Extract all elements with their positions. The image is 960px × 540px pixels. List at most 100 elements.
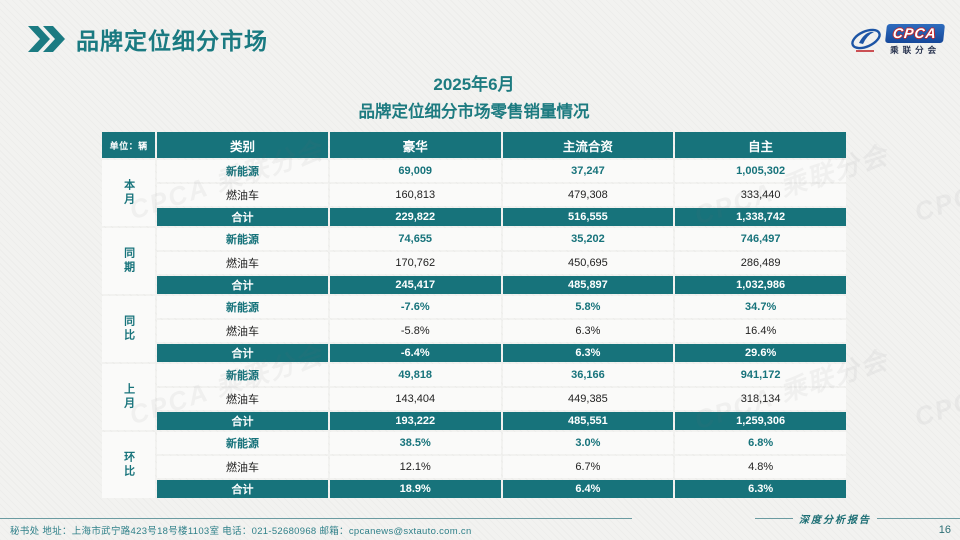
row-label: 新能源 (157, 160, 328, 182)
row-label: 合计 (157, 276, 328, 294)
cell-value: 479,308 (502, 184, 674, 206)
cell-value: 143,404 (329, 388, 501, 410)
row-label: 新能源 (157, 364, 328, 386)
cpca-logo-text: CPCA (885, 24, 945, 43)
cell-value: 229,822 (329, 208, 501, 226)
cell-value: 286,489 (675, 252, 846, 274)
cell-value: 160,813 (329, 184, 501, 206)
header-mainstream-jv: 主流合资 (502, 132, 674, 158)
row-label: 合计 (157, 412, 328, 430)
table-row: 燃油车 143,404 449,385 318,134 (102, 388, 846, 410)
table-row: 本月 新能源 69,009 37,247 1,005,302 (102, 160, 846, 226)
header-domestic: 自主 (675, 132, 846, 158)
cell-value: 6.4% (502, 480, 674, 498)
table-row: 同期 新能源 74,655 35,202 746,497 (102, 228, 846, 294)
row-label: 合计 (157, 344, 328, 362)
row-label: 合计 (157, 208, 328, 226)
table-row: 环比 新能源 38.5% 3.0% 6.8% (102, 432, 846, 498)
cell-value: 485,551 (502, 412, 674, 430)
page-title: 品牌定位细分市场 (76, 28, 268, 54)
table-header-row: 单位：辆 类别 豪华 主流合资 自主 (102, 132, 846, 158)
table-row: 合计 245,417 485,897 1,032,986 (102, 276, 846, 294)
cell-value: 6.7% (502, 456, 674, 478)
cpca-logo-subtext: 乘联分会 (890, 45, 941, 55)
cell-value: -6.4% (329, 344, 501, 362)
cell-value: 6.3% (502, 320, 674, 342)
table-row: 合计 18.9% 6.4% 6.3% (102, 480, 846, 498)
group-label-mom: 环比 (102, 432, 156, 498)
cell-value: 5.8% (502, 296, 674, 318)
cell-value: 245,417 (329, 276, 501, 294)
cell-value: 1,338,742 (675, 208, 846, 226)
row-label: 合计 (157, 480, 328, 498)
cell-value: -7.6% (329, 296, 501, 318)
cpca-logo: CPCA 乘联分会 (849, 24, 945, 56)
cell-value: 941,172 (675, 364, 846, 386)
row-label: 新能源 (157, 432, 328, 454)
cell-value: 69,009 (329, 160, 501, 182)
cell-value: 49,818 (329, 364, 501, 386)
cell-value: 74,655 (329, 228, 501, 250)
cell-value: 1,032,986 (675, 276, 846, 294)
cell-value: 193,222 (329, 412, 501, 430)
cell-value: 36,166 (502, 364, 674, 386)
cell-value: 4.8% (675, 456, 846, 478)
footer-divider (0, 518, 632, 519)
table-row: 燃油车 160,813 479,308 333,440 (102, 184, 846, 206)
cell-value: 746,497 (675, 228, 846, 250)
table-title-line1: 2025年6月 (433, 75, 515, 94)
footer-tag-line-right (877, 518, 960, 519)
cell-value: -5.8% (329, 320, 501, 342)
footer-contact: 秘书处 地址：上海市武宁路423号18号楼1103室 电话：021-526809… (10, 526, 472, 537)
row-label: 燃油车 (157, 388, 328, 410)
cell-value: 29.6% (675, 344, 846, 362)
row-label: 新能源 (157, 228, 328, 250)
double-chevron-icon (28, 26, 65, 52)
footer-report-tag: 深度分析报告 (755, 511, 960, 526)
cell-value: 12.1% (329, 456, 501, 478)
group-label-this-month: 本月 (102, 160, 156, 226)
table-row: 燃油车 -5.8% 6.3% 16.4% (102, 320, 846, 342)
cell-value: 516,555 (502, 208, 674, 226)
cell-value: 1,259,306 (675, 412, 846, 430)
cell-value: 170,762 (329, 252, 501, 274)
table-row: 上月 新能源 49,818 36,166 941,172 (102, 364, 846, 430)
table-row: 合计 -6.4% 6.3% 29.6% (102, 344, 846, 362)
cell-value: 34.7% (675, 296, 846, 318)
cell-value: 485,897 (502, 276, 674, 294)
cell-value: 6.8% (675, 432, 846, 454)
watermark: CPCA 乘联分会 (910, 341, 960, 433)
header-category: 类别 (157, 132, 328, 158)
sales-table: 单位：辆 类别 豪华 主流合资 自主 本月 新能源 69,009 37,247 … (100, 130, 848, 500)
row-label: 新能源 (157, 296, 328, 318)
row-label: 燃油车 (157, 456, 328, 478)
row-label: 燃油车 (157, 184, 328, 206)
sales-table-area: 单位：辆 类别 豪华 主流合资 自主 本月 新能源 69,009 37,247 … (100, 130, 848, 500)
cpca-swoosh-icon (851, 28, 882, 52)
group-label-same-period: 同期 (102, 228, 156, 294)
cell-value: 38.5% (329, 432, 501, 454)
cell-value: 333,440 (675, 184, 846, 206)
cell-value: 37,247 (502, 160, 674, 182)
footer-tag-line-left (755, 518, 793, 519)
header-luxury: 豪华 (329, 132, 501, 158)
cell-value: 6.3% (675, 480, 846, 498)
cell-value: 6.3% (502, 344, 674, 362)
table-row: 燃油车 12.1% 6.7% 4.8% (102, 456, 846, 478)
cell-value: 450,695 (502, 252, 674, 274)
table-row: 合计 193,222 485,551 1,259,306 (102, 412, 846, 430)
cell-value: 1,005,302 (675, 160, 846, 182)
cell-value: 18.9% (329, 480, 501, 498)
unit-label-cell: 单位：辆 (102, 132, 156, 158)
report-type-label: 深度分析报告 (799, 515, 871, 526)
cell-value: 449,385 (502, 388, 674, 410)
table-row: 燃油车 170,762 450,695 286,489 (102, 252, 846, 274)
table-row: 同比 新能源 -7.6% 5.8% 34.7% (102, 296, 846, 362)
group-label-yoy: 同比 (102, 296, 156, 362)
table-title-line2: 品牌定位细分市场零售销量情况 (358, 103, 590, 121)
page-number: 16 (938, 524, 951, 536)
row-label: 燃油车 (157, 252, 328, 274)
title-bar: 品牌定位细分市场 (28, 22, 268, 56)
cell-value: 35,202 (502, 228, 674, 250)
watermark: CPCA 乘联分会 (910, 136, 960, 228)
